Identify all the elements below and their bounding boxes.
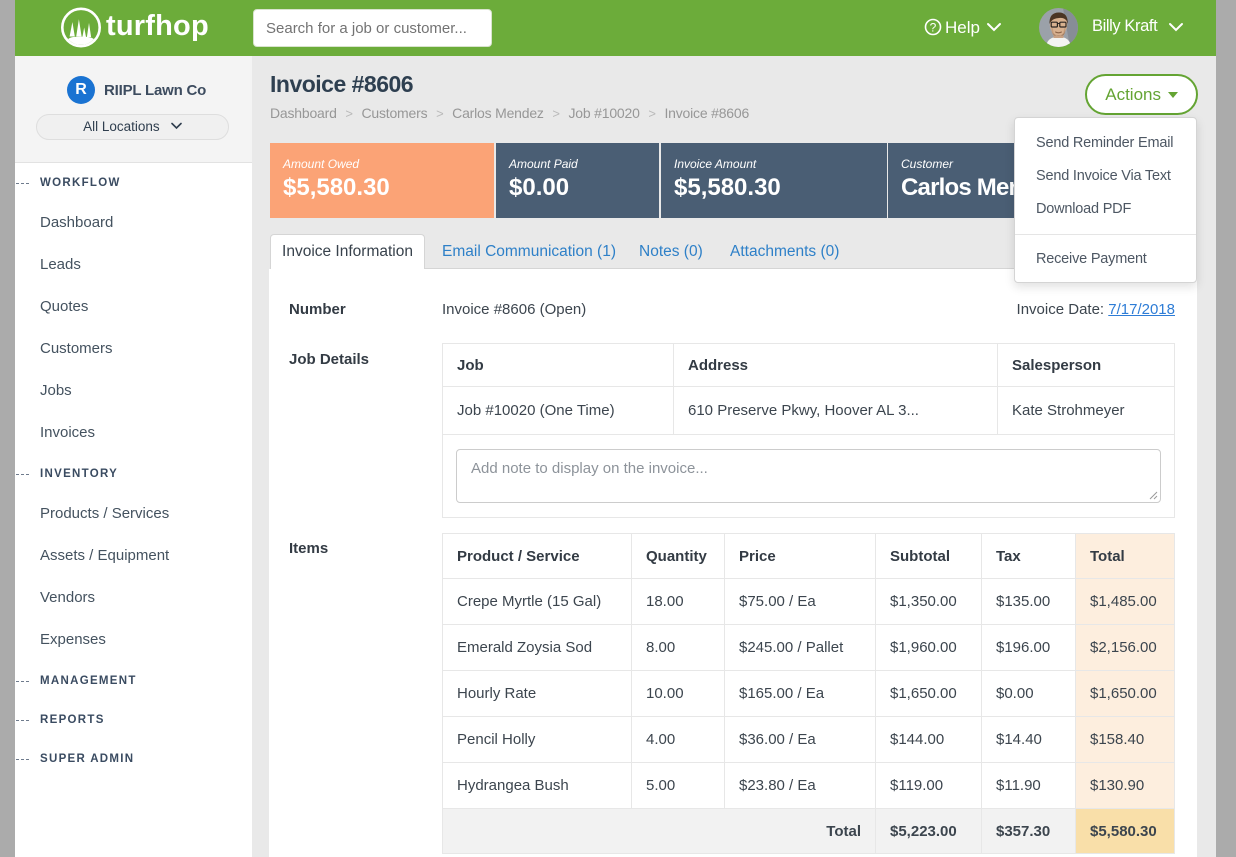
svg-text:?: ? [930,21,937,35]
svg-text:Help: Help [945,18,980,37]
